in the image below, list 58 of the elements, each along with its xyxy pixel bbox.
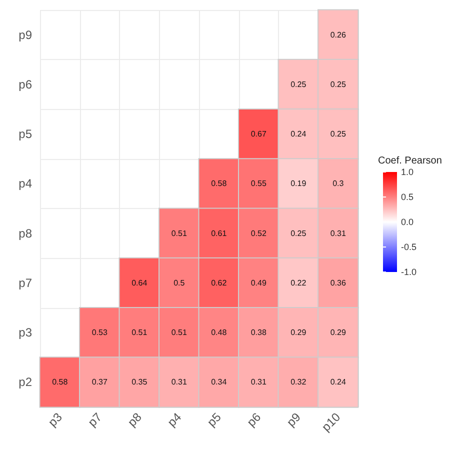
data-label: 0.51	[132, 328, 148, 338]
data-label: 0.29	[330, 328, 346, 338]
x-tick-label: p7	[85, 410, 105, 430]
color-bar-title: Coef. Pearson	[378, 156, 442, 166]
y-tick-label: p2	[18, 375, 32, 390]
color-bar-label: -0.5	[401, 242, 417, 252]
data-label: 0.67	[250, 130, 267, 139]
x-tick-label: p8	[124, 410, 145, 430]
data-label: 0.25	[290, 228, 307, 238]
y-tick-label: p8	[18, 226, 32, 240]
color-bar-label: 0.5	[401, 192, 414, 202]
data-label: 0.36	[330, 278, 346, 288]
data-label: 0.62	[211, 278, 228, 288]
y-tick-label: p3	[18, 326, 32, 340]
data-label: 0.19	[290, 179, 307, 188]
x-tick-label: p5	[204, 410, 224, 430]
data-label: 0.35	[132, 378, 148, 387]
data-label: 0.25	[290, 80, 307, 89]
y-tick-label: p4	[18, 176, 32, 191]
x-tick-label: p4	[164, 410, 184, 430]
data-label: 0.58	[52, 378, 68, 387]
data-label: 0.48	[211, 328, 228, 338]
data-label: 0.34	[211, 378, 228, 387]
y-tick-label: p6	[18, 77, 32, 92]
data-label: 0.24	[330, 378, 346, 387]
data-label: 0.53	[92, 328, 108, 338]
data-label: 0.24	[290, 130, 307, 139]
color-bar-label: -1.0	[401, 267, 417, 277]
data-label: 0.37	[92, 378, 108, 387]
data-label: 0.58	[211, 179, 228, 188]
color-bar-label: 0.0	[401, 217, 414, 227]
x-tick-label: p9	[284, 410, 304, 430]
data-label: 0.51	[171, 228, 188, 238]
data-label: 0.26	[330, 30, 346, 40]
data-label: 0.25	[330, 80, 346, 89]
x-tick-label: p6	[244, 410, 264, 430]
data-label: 0.61	[211, 228, 228, 238]
data-label: 0.55	[250, 179, 267, 188]
y-tick-label: p7	[18, 276, 32, 290]
x-tick-label: p3	[45, 410, 66, 430]
data-label: 0.31	[171, 378, 188, 387]
data-label: 0.31	[330, 228, 346, 238]
data-label: 0.49	[250, 278, 267, 288]
data-label: 0.64	[132, 278, 148, 288]
data-label: 0.31	[250, 378, 267, 387]
x-tick-label: p10	[319, 410, 344, 434]
data-label: 0.25	[330, 130, 346, 139]
data-label: 0.29	[290, 328, 307, 338]
color-bar-label: 1.0	[401, 167, 414, 177]
data-label: 0.38	[250, 328, 267, 338]
data-label: 0.52	[250, 228, 267, 238]
data-label: 0.3	[332, 179, 344, 188]
data-label: 0.32	[290, 378, 307, 387]
y-tick-label: p5	[18, 127, 32, 142]
data-label: 0.22	[290, 278, 307, 288]
data-label: 0.5	[174, 278, 186, 288]
y-tick-label: p9	[18, 28, 32, 42]
data-label: 0.51	[171, 328, 188, 338]
